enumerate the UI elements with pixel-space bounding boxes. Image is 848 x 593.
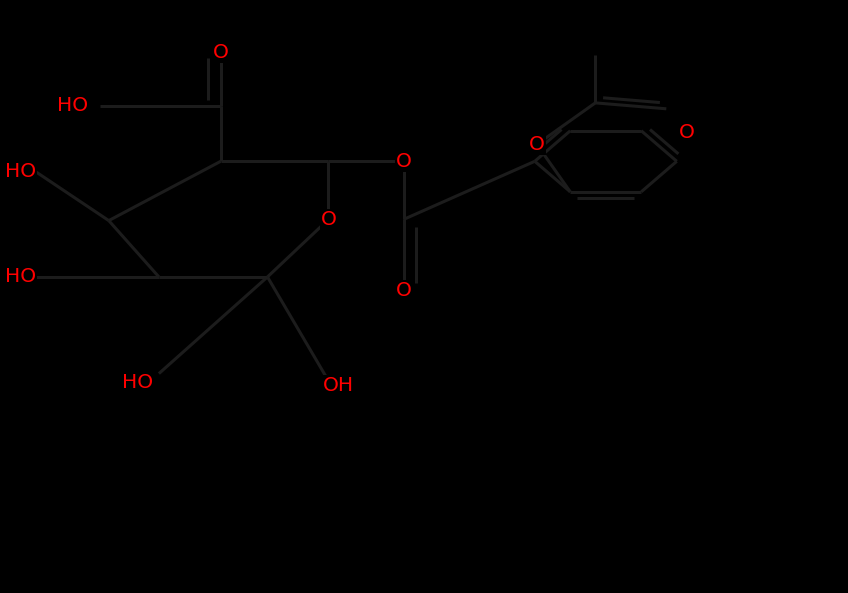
Text: O: O <box>529 135 544 154</box>
Text: O: O <box>396 281 411 300</box>
Text: OH: OH <box>323 376 354 395</box>
Text: O: O <box>213 43 229 62</box>
Text: O: O <box>396 152 411 171</box>
Text: HO: HO <box>122 373 153 392</box>
Text: O: O <box>321 210 337 229</box>
Text: HO: HO <box>5 162 36 181</box>
Text: HO: HO <box>5 267 36 286</box>
Text: HO: HO <box>57 96 88 115</box>
Text: O: O <box>679 123 695 142</box>
